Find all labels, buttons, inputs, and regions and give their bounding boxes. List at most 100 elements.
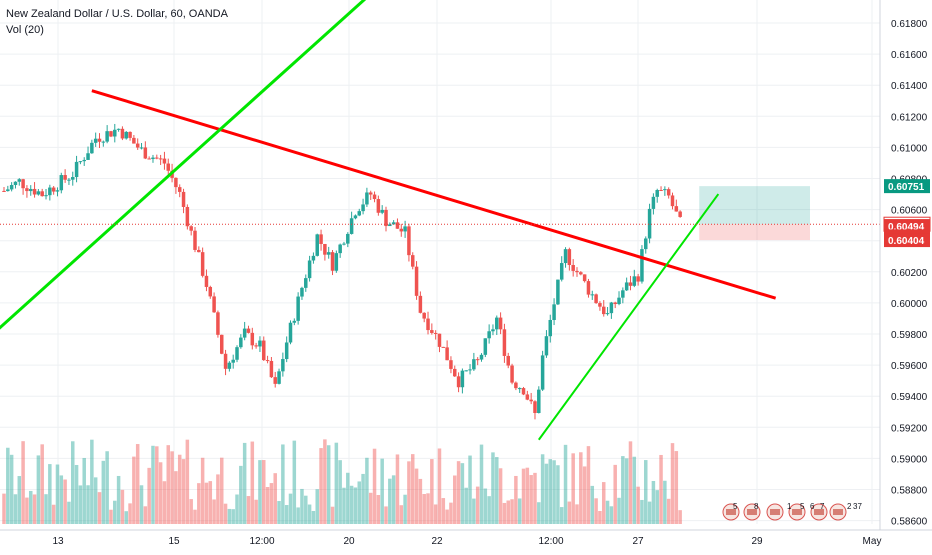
volume-bar <box>334 442 339 524</box>
candle <box>506 352 510 369</box>
candle-body <box>296 296 300 321</box>
symbol-title[interactable]: New Zealand Dollar / U.S. Dollar, 60, OA… <box>6 8 228 20</box>
event-marker[interactable] <box>829 503 847 521</box>
price-axis[interactable]: 0.618000.616000.614000.612000.610000.608… <box>879 0 932 555</box>
long-position-tool[interactable] <box>699 186 810 241</box>
candle-body <box>663 189 667 191</box>
volume-bar <box>410 454 415 524</box>
candle <box>678 210 682 218</box>
candle <box>300 286 304 300</box>
candle <box>594 293 598 304</box>
volume-bar <box>242 442 247 524</box>
volume-bar <box>273 473 277 524</box>
support-left-trend-line[interactable] <box>0 0 394 331</box>
volume-bar <box>678 510 682 524</box>
volume-bar <box>644 460 648 524</box>
candle-body <box>475 359 480 361</box>
candle <box>128 131 132 141</box>
loss-zone[interactable] <box>699 224 810 241</box>
volume-bar <box>556 465 560 524</box>
volume-bar <box>223 503 228 524</box>
event-markers[interactable]: 5 8 1 5 6 7 2 37 <box>722 502 862 521</box>
volume-bar <box>40 444 44 524</box>
event-marker[interactable] <box>743 503 761 521</box>
resistance-trend-line[interactable] <box>91 89 777 300</box>
price-label: 0.60751 <box>884 179 930 194</box>
volume-bar <box>468 455 472 524</box>
price-tick-label: 0.60600 <box>891 206 928 217</box>
volume-bar <box>430 459 434 524</box>
volume-bar <box>78 485 83 524</box>
event-marker-count: 1 <box>787 502 792 511</box>
volume-bar <box>212 499 216 524</box>
candle <box>346 232 350 248</box>
volume-bar <box>155 446 159 524</box>
volume-bar <box>624 458 629 524</box>
volume-bar <box>594 498 598 524</box>
volume-bar <box>601 482 606 524</box>
time-axis[interactable]: 13 15 12:00 20 22 12:00 27 29 May <box>0 529 932 550</box>
volume-bar <box>506 500 510 524</box>
candle-body <box>319 234 323 244</box>
volume-bar <box>158 462 163 524</box>
candle-body <box>498 317 503 330</box>
event-marker[interactable] <box>810 503 828 521</box>
candle-body <box>483 338 488 355</box>
candle <box>193 227 197 253</box>
candle-body <box>517 388 522 390</box>
candle <box>567 247 572 271</box>
candle <box>162 151 167 170</box>
volume-indicator-label[interactable]: Vol (20) <box>6 24 44 36</box>
candle-body <box>189 226 193 231</box>
event-marker-count: 5 <box>733 502 738 511</box>
event-marker[interactable] <box>766 503 784 521</box>
candle-body <box>9 185 14 190</box>
candle <box>475 357 480 366</box>
event-marker[interactable] <box>788 503 806 521</box>
volume-bar <box>338 460 342 524</box>
candle-body <box>97 138 102 142</box>
trend-lines[interactable] <box>0 0 777 441</box>
candle <box>155 154 159 160</box>
candle <box>147 156 151 160</box>
volume-bar <box>59 475 64 524</box>
candle <box>124 130 128 140</box>
candle <box>166 158 171 177</box>
support-right-trend-line[interactable] <box>537 193 720 441</box>
candle <box>674 199 679 212</box>
candle <box>143 141 148 160</box>
candle-body <box>414 266 419 296</box>
candle-body <box>216 312 220 335</box>
volume-bar <box>479 444 484 524</box>
volume-bar <box>498 468 503 524</box>
volume-bar <box>219 457 224 524</box>
candle-body <box>21 179 25 189</box>
volume-bar <box>372 448 377 524</box>
candle-body <box>430 330 434 333</box>
candle-body <box>529 399 533 402</box>
candle-body <box>613 302 617 305</box>
candle <box>296 292 300 325</box>
price-tick-label: 0.61600 <box>891 50 928 61</box>
volume-bar <box>204 482 209 524</box>
candle-body <box>456 376 461 388</box>
candle-body <box>342 243 346 245</box>
event-marker[interactable] <box>722 503 740 521</box>
candle <box>372 191 377 203</box>
profit-zone[interactable] <box>699 186 810 225</box>
candle-body <box>651 196 656 209</box>
candle-body <box>197 249 201 253</box>
candle-body <box>304 278 308 288</box>
candle-body <box>460 370 465 388</box>
candle <box>25 185 29 198</box>
volume-bar <box>445 509 449 524</box>
volume-bar <box>342 487 346 524</box>
candle <box>498 312 503 335</box>
candle-body <box>426 318 430 331</box>
volume-bar <box>609 506 614 524</box>
candle <box>197 246 201 253</box>
price-tick-label: 0.61400 <box>891 81 928 92</box>
candle <box>441 346 446 348</box>
